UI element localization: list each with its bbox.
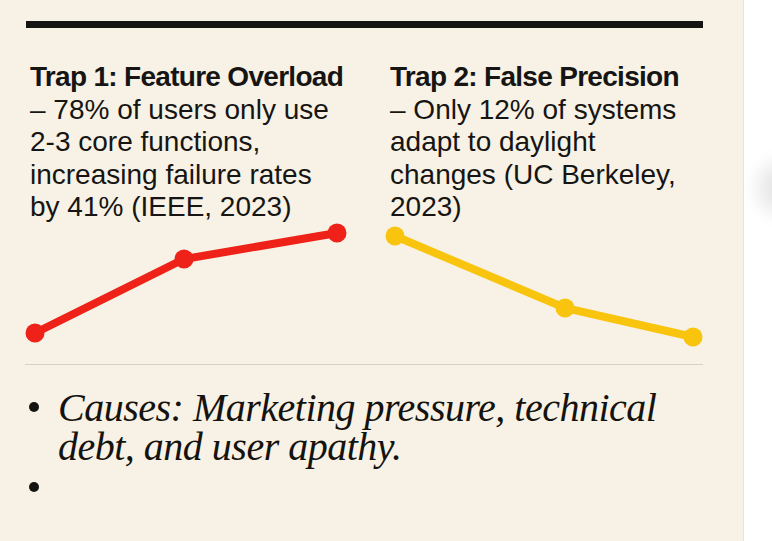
- trap-1-trend-point: [26, 324, 45, 343]
- bullet-dot-2: [29, 482, 39, 492]
- trap-2-trend-point: [684, 328, 703, 347]
- trap-2-trend-line: [395, 236, 693, 337]
- trap-2-trend-point: [386, 227, 405, 246]
- bullet-causes-text: Causes: Marketing pressure, technical de…: [58, 388, 698, 466]
- trap-1-trend-line: [35, 233, 337, 333]
- section-divider: [25, 364, 703, 365]
- trap-2-trend-point: [556, 299, 575, 318]
- trap-1-trend-point: [175, 250, 194, 269]
- bullet-dot-1: [29, 402, 39, 412]
- trap-1-trend-point: [328, 224, 347, 243]
